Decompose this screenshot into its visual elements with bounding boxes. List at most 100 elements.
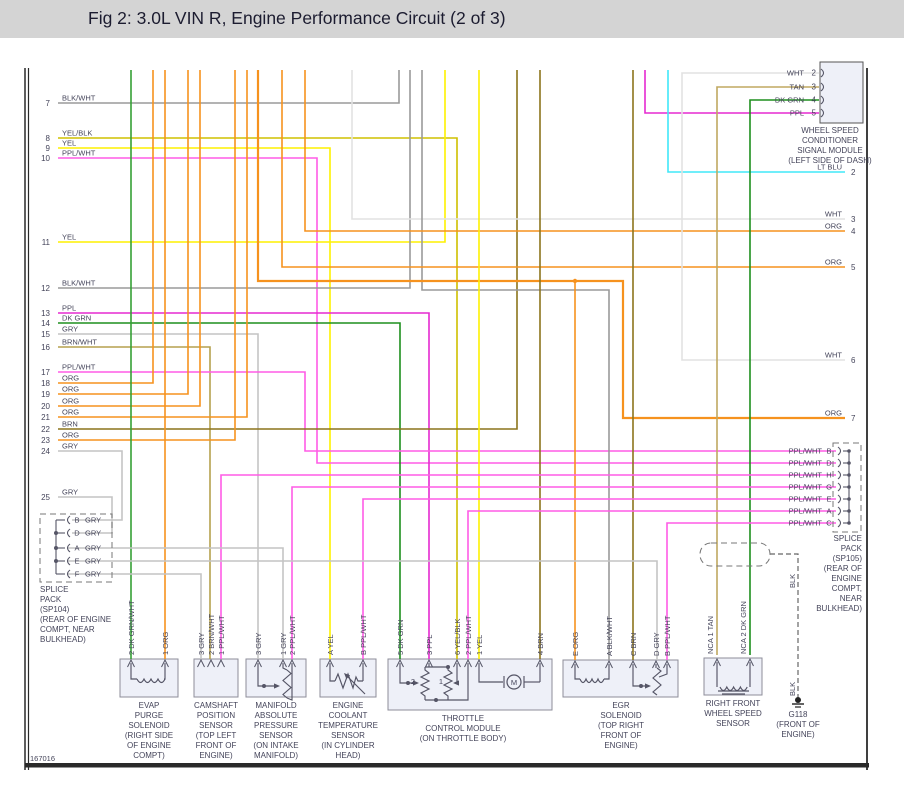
map-sensor-caption: (ON INTAKE xyxy=(253,741,298,750)
egr-solenoid-symbol xyxy=(574,664,580,680)
wire-org-16 xyxy=(58,70,236,441)
pin-arrow xyxy=(464,658,472,668)
wire-yel-2 xyxy=(58,147,331,659)
right-pin-number: 2 xyxy=(851,168,856,177)
sp104-pin-color: GRY xyxy=(85,570,101,579)
module-pin-number: 2 xyxy=(812,69,817,78)
junction-dot xyxy=(847,485,851,489)
wire-blkwht-0 xyxy=(58,70,400,104)
sp104-pin-letter: B xyxy=(74,516,79,525)
evap-purge-solenoid-caption: OF ENGINE xyxy=(127,741,171,750)
right-pin-number: 6 xyxy=(851,356,856,365)
blk-wire-label: BLK xyxy=(788,682,797,696)
sp105-splice-arc xyxy=(837,506,842,516)
sp105-caption: PACK xyxy=(841,544,863,553)
right-pin-number: 7 xyxy=(851,414,856,423)
wiring-diagram: B GRY D GRY A GRY E GRY F GRY SPLICE PACK (SP104) (RE… xyxy=(0,38,904,789)
pin-arrow xyxy=(359,658,367,668)
ect-sensor-symbol xyxy=(329,663,335,682)
evap-purge-solenoid-caption: PURGE xyxy=(135,711,163,720)
sp104-splice-arc xyxy=(66,528,71,538)
wire-yelblk-1 xyxy=(58,137,458,659)
right-front-wheel-speed-sensor-box xyxy=(703,657,763,696)
shield-dashed-outline xyxy=(699,542,771,567)
evap-purge-solenoid-pin-label: 1 ORG xyxy=(161,631,170,655)
module-caption: SIGNAL MODULE xyxy=(797,146,863,155)
wire-pplwht-35 xyxy=(220,474,836,659)
module-caption: CONDITIONER xyxy=(802,136,858,145)
left-pin-number: 20 xyxy=(41,402,50,411)
left-pin-color: ORG xyxy=(62,408,79,417)
left-pin-color: BRN/WHT xyxy=(62,338,97,347)
junction-dot xyxy=(795,697,801,703)
module-pin-number: 3 xyxy=(812,83,817,92)
left-pin-number: 13 xyxy=(41,309,50,318)
sp105-caption: (SP105) xyxy=(833,554,863,563)
sp104-dashed-box xyxy=(39,513,113,583)
throttle-control-module-pin-label: 4 BRN xyxy=(536,633,545,655)
right-pin-number: 4 xyxy=(851,227,856,236)
pin-arrow xyxy=(652,659,660,669)
sp104-pin-letter: D xyxy=(74,529,80,538)
sp104-caption: (REAR OF ENGINE xyxy=(40,615,111,624)
left-pin-number: 23 xyxy=(41,436,50,445)
throttle-control-module-internal-label: 1 xyxy=(439,677,443,686)
camshaft-position-sensor-caption: SENSOR xyxy=(199,721,233,730)
throttle-control-module-internal-label: M xyxy=(511,678,517,687)
throttle-control-module-symbol xyxy=(448,663,469,701)
sp105-pin-letter: C xyxy=(826,519,832,528)
left-pin-number: 11 xyxy=(42,238,51,247)
throttle-control-module-pin-label: 1 YEL xyxy=(475,635,484,655)
junction-dot xyxy=(639,684,643,688)
module-pin-color: PPL xyxy=(790,109,804,118)
figure-title-bar: Fig 2: 3.0L VIN R, Engine Performance Ci… xyxy=(0,0,904,38)
pin-arrow xyxy=(254,658,262,668)
sp104-caption: SPLICE xyxy=(40,585,68,594)
module-pin-arc xyxy=(820,108,825,118)
egr-solenoid-caption: SOLENOID xyxy=(600,711,642,720)
ground-wire-blk xyxy=(770,553,799,698)
sp104-splice-arc xyxy=(66,556,71,566)
sp105-splice-arc xyxy=(837,470,842,480)
junction-dot xyxy=(262,684,266,688)
junction-dot xyxy=(572,278,578,284)
left-pin-color: ORG xyxy=(62,431,79,440)
sp104-caption: COMPT, NEAR xyxy=(40,625,95,634)
wire-org-25 xyxy=(256,70,845,420)
wire-yel-4 xyxy=(58,70,446,243)
left-pin-color: BRN xyxy=(62,420,78,429)
right-pin-color: ORG xyxy=(825,258,842,267)
right-front-wheel-speed-sensor-caption: WHEEL SPEED xyxy=(704,709,762,718)
sp105-pin-letter: B xyxy=(826,447,831,456)
wire-ppl-6 xyxy=(58,312,430,659)
pin-arrow xyxy=(326,658,334,668)
wire-tan-33 xyxy=(716,86,819,655)
left-pin-number: 25 xyxy=(41,493,50,502)
map-sensor-symbol xyxy=(282,663,288,671)
pin-arrow xyxy=(396,658,404,668)
sp105-pin-color: PPL/WHT xyxy=(789,483,823,492)
egr-solenoid-caption: (TOP RIGHT xyxy=(598,721,644,730)
sp104-caption: (SP104) xyxy=(40,605,70,614)
ect-sensor-symbol xyxy=(345,674,366,695)
right-front-wheel-speed-sensor-pin-label: NCA 2 DK GRN xyxy=(739,601,748,654)
left-pin-number: 9 xyxy=(46,144,51,153)
blk-wire-label: BLK xyxy=(788,574,797,588)
throttle-control-module-pin-label: 5 DK GRN xyxy=(396,620,405,655)
map-sensor-symbol xyxy=(257,663,278,687)
sp105-pin-letter: A xyxy=(826,507,831,516)
right-front-wheel-speed-sensor-symbol xyxy=(719,685,748,692)
left-pin-color: ORG xyxy=(62,397,79,406)
right-pin-color: LT BLU xyxy=(817,163,842,172)
throttle-control-module-symbol xyxy=(442,667,454,700)
sp105-pin-color: PPL/WHT xyxy=(789,519,823,528)
pin-arrow xyxy=(663,659,671,669)
sp104-splice-arc xyxy=(66,515,71,525)
pin-arrow xyxy=(571,659,579,669)
module-pin-color: DK GRN xyxy=(775,96,804,105)
pin-arrow xyxy=(288,658,296,668)
camshaft-position-sensor-box xyxy=(193,658,239,698)
evap-purge-solenoid-caption: COMPT) xyxy=(133,751,165,760)
left-pin-color: PPL/WHT xyxy=(62,363,96,372)
